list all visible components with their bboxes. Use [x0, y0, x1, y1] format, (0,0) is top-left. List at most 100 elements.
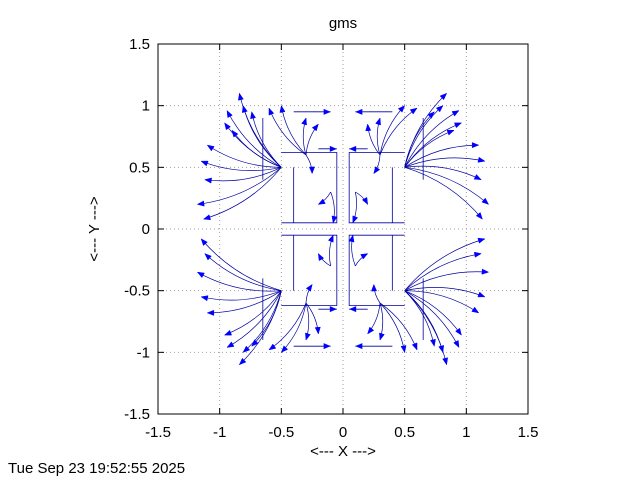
vector-arrowhead [331, 215, 338, 224]
y-tick-label: 0 [142, 221, 150, 238]
y-tick-label: -0.5 [124, 283, 150, 300]
vector-line [404, 144, 479, 168]
vector-line [404, 290, 479, 314]
vector-arrowhead [375, 117, 381, 126]
vector-arrowhead [477, 291, 486, 298]
vector-arrowhead [308, 166, 315, 175]
vector-arrowhead [238, 92, 244, 101]
vector-arrowhead [481, 197, 490, 205]
vector-arrowhead [454, 122, 463, 129]
vector-arrowhead [455, 327, 462, 336]
vector-arrowhead [241, 105, 248, 113]
vector-arrowhead [360, 253, 369, 260]
vector-arrowhead [305, 332, 311, 341]
grid-lines [158, 44, 528, 414]
vector-arrowhead [365, 123, 372, 132]
vector-arrowhead [355, 343, 363, 350]
vector-arrowhead [323, 108, 331, 115]
vector-arrowhead [279, 105, 286, 113]
vector-arrowhead [224, 122, 231, 131]
vector-line [207, 144, 282, 168]
vector-line [203, 167, 282, 220]
vector-arrowhead [301, 117, 307, 126]
vector-line [379, 105, 405, 156]
vector-arrowhead [409, 107, 418, 115]
vector-arrowhead [200, 160, 209, 167]
vector-arrowhead [268, 107, 275, 116]
vector-line [239, 93, 282, 168]
bracket-outline [281, 234, 338, 306]
vector-arrowhead [477, 237, 486, 244]
vector-arrowhead [471, 306, 480, 314]
vector-arrowhead [251, 339, 259, 347]
vector-line [404, 290, 435, 347]
vector-arrowhead [446, 129, 455, 136]
vector-line [201, 290, 282, 301]
y-axis-label: <--- Y ---> [86, 196, 103, 262]
vector-arrowhead [317, 198, 326, 205]
vector-arrowhead [226, 109, 233, 118]
x-tick-label: 0.5 [394, 424, 415, 441]
vector-arrowhead [329, 306, 337, 313]
vector-arrowhead [481, 268, 490, 275]
vector-arrowhead [314, 326, 321, 335]
vector-arrowhead [477, 156, 486, 163]
vector-arrowhead [323, 343, 331, 350]
vector-arrowhead [373, 166, 381, 175]
vector-arrowhead [206, 144, 215, 152]
vector-line [242, 290, 282, 353]
vector-arrowhead [348, 234, 355, 243]
vector-line [379, 302, 418, 350]
vector-arrowhead [242, 345, 251, 353]
vector-arrowhead [204, 253, 212, 261]
vector-arrowhead [473, 174, 482, 180]
vector-line [268, 108, 307, 156]
x-tick-label: 1 [462, 424, 470, 441]
timestamp: Tue Sep 23 19:52:55 2025 [8, 460, 186, 477]
vector-arrowhead [311, 123, 319, 132]
vector-arrowhead [451, 110, 460, 117]
x-tick-label: 1.5 [518, 424, 539, 441]
vector-arrowhead [196, 200, 205, 207]
x-tick-label: 0 [339, 424, 347, 441]
vector-line [404, 290, 444, 353]
vector-arrowhead [268, 343, 277, 351]
vector-arrowhead [327, 234, 334, 243]
vector-arrowhead [438, 345, 445, 353]
vector-arrowhead [280, 345, 289, 353]
vector-line [197, 167, 282, 205]
vector-line [404, 238, 485, 291]
vector-arrowhead [231, 129, 239, 138]
y-tick-label: -1 [137, 344, 150, 361]
vector-line [404, 287, 485, 298]
vector-arrowhead [367, 326, 375, 335]
vector-arrowhead [430, 338, 436, 347]
vector-arrowhead [200, 295, 209, 302]
vector-arrowhead [427, 111, 435, 119]
x-tick-label: -1.5 [145, 424, 171, 441]
vector-line [281, 302, 307, 353]
vector-line [280, 105, 307, 156]
vector-arrowhead [250, 111, 256, 120]
vector-arrowhead [226, 341, 235, 348]
vector-line [404, 165, 482, 180]
vector-arrowhead [352, 215, 359, 224]
bracket-outline [348, 152, 405, 224]
vector-line [226, 110, 282, 168]
vector-line [242, 105, 282, 168]
vector-arrowhead [349, 306, 357, 313]
vector-arrowhead [439, 92, 448, 101]
y-tick-label: 1.5 [129, 36, 150, 53]
vector-arrowhead [400, 345, 407, 353]
x-tick-label: -0.5 [268, 424, 294, 441]
vector-line [207, 290, 282, 314]
vector-line [224, 290, 282, 336]
bracket-outline [348, 234, 405, 306]
vector-arrowhead [471, 142, 480, 149]
vector-arrowhead [355, 108, 363, 115]
vector-line [201, 160, 282, 171]
vector-line [404, 253, 482, 291]
vector-line [404, 290, 462, 336]
vector-line [200, 238, 282, 292]
vector-arrowhead [238, 357, 247, 366]
